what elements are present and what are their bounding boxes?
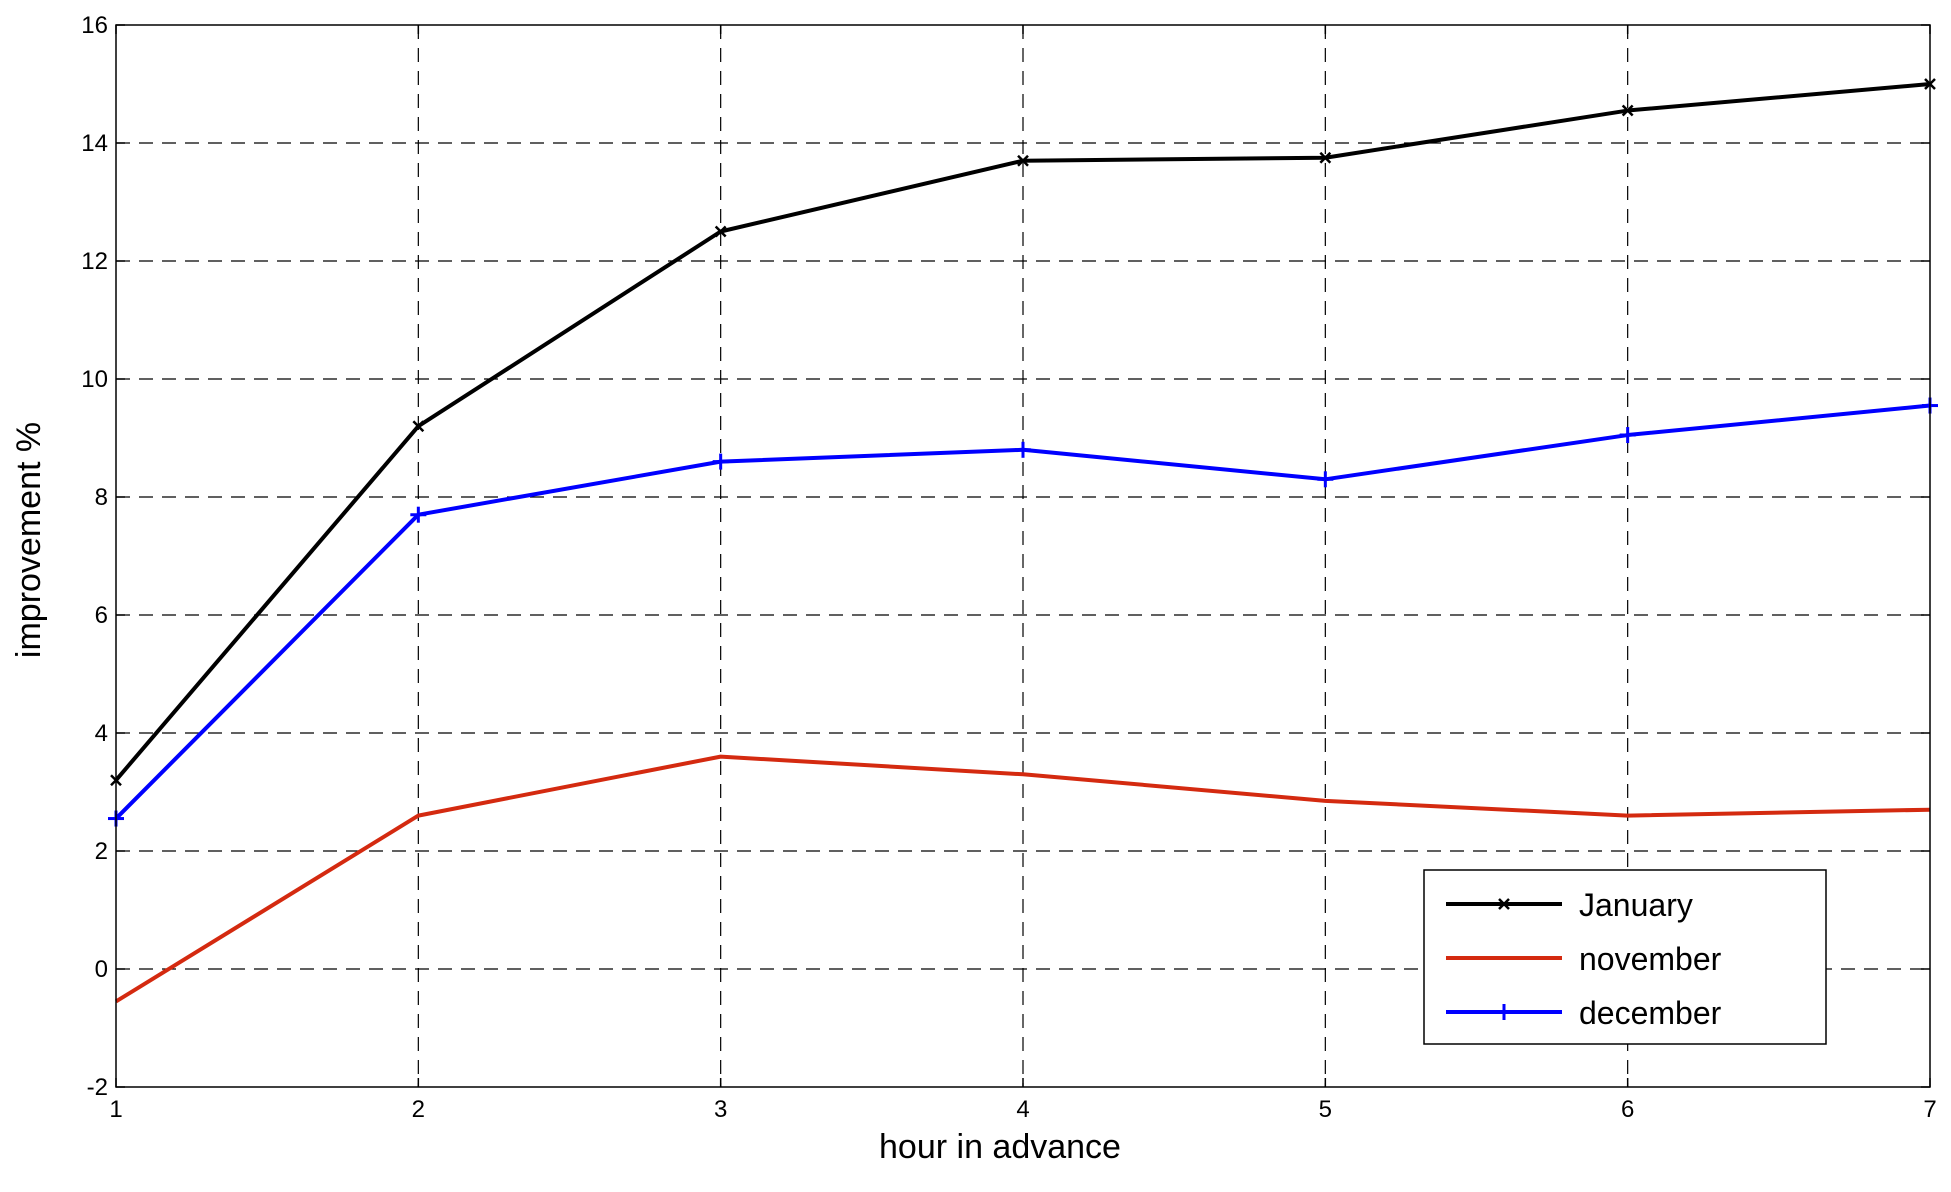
data-point-marker (1319, 151, 1332, 164)
y-tick-label: 4 (95, 720, 108, 747)
x-tick-label: 3 (714, 1096, 727, 1123)
axes (115, 24, 1931, 1088)
data-point-marker (1621, 104, 1634, 117)
x-tick-label: 7 (1923, 1096, 1936, 1123)
series-lines (108, 78, 1938, 1004)
data-point-marker (714, 225, 727, 238)
legend-entry: January (1446, 887, 1693, 923)
series-line (114, 754, 1931, 1004)
data-point-marker (1017, 154, 1029, 167)
y-tick-label: 16 (81, 12, 108, 39)
series-january (110, 78, 1936, 787)
series-november (114, 754, 1931, 1004)
grid-lines (116, 25, 1930, 1087)
x-tick-label: 6 (1621, 1096, 1634, 1123)
y-tick-label: 0 (95, 956, 108, 983)
x-tick-label: 5 (1319, 1096, 1332, 1123)
legend-label: december (1579, 995, 1722, 1031)
y-tick-label: -2 (87, 1074, 108, 1101)
data-point-marker (1498, 898, 1510, 910)
legend-entry: november (1446, 941, 1722, 977)
y-tick-label: 8 (95, 484, 108, 511)
legend-label: november (1579, 941, 1722, 977)
y-tick-label: 10 (81, 366, 108, 393)
y-tick-label: 6 (95, 602, 108, 629)
legend: January november december (1423, 869, 1827, 1045)
legend-entry: december (1446, 995, 1722, 1031)
data-point-marker (412, 420, 425, 433)
legend-label: January (1579, 887, 1693, 923)
y-axis-label: improvement % (10, 422, 48, 658)
x-tick-label: 4 (1016, 1096, 1029, 1123)
y-tick-label: 14 (81, 130, 108, 157)
x-tick-label: 1 (109, 1096, 122, 1123)
x-axis-label: hour in advance (879, 1128, 1121, 1166)
y-tick-label: 12 (81, 248, 108, 275)
x-tick-label: 2 (412, 1096, 425, 1123)
y-tick-label: 2 (95, 838, 108, 865)
